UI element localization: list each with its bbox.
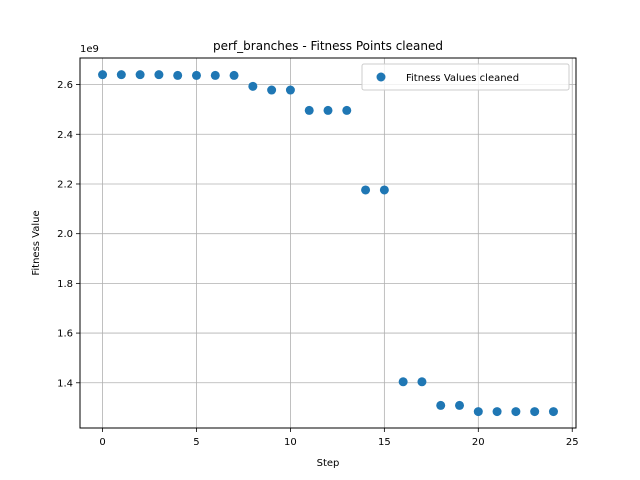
data-point — [455, 400, 465, 410]
data-point — [135, 70, 145, 80]
data-point — [548, 407, 558, 417]
x-tick-label: 20 — [472, 437, 485, 448]
data-point — [342, 105, 352, 115]
legend: Fitness Values cleaned — [361, 63, 570, 91]
y-offset-label: 1e9 — [80, 44, 99, 55]
y-tick-label: 2.0 — [57, 229, 73, 240]
data-point — [285, 85, 295, 95]
x-axis-label: Step — [317, 458, 340, 469]
data-point — [210, 70, 220, 80]
y-tick-label: 1.4 — [57, 378, 73, 389]
data-point — [191, 70, 201, 80]
data-point — [511, 407, 521, 417]
x-tick-label: 15 — [378, 437, 391, 448]
legend-box — [361, 63, 570, 91]
data-point — [379, 185, 389, 195]
data-point — [436, 400, 446, 410]
data-point — [417, 377, 427, 387]
axis-ticks: 0 5 10 15 20 25 1.4 1.6 1.8 2.0 2.2 2.4 2.6 — [57, 80, 579, 448]
x-tick-label: 10 — [284, 437, 297, 448]
plot-frame — [79, 57, 577, 429]
y-axis-label: Fitness Value — [31, 210, 42, 275]
data-points — [98, 70, 558, 417]
data-point — [492, 407, 502, 417]
chart-title: perf_branches - Fitness Points cleaned — [213, 39, 443, 53]
y-tick-label: 2.2 — [57, 179, 73, 190]
data-point — [229, 70, 239, 80]
y-tick-label: 2.4 — [57, 130, 73, 141]
data-point — [323, 105, 333, 115]
legend-marker — [376, 72, 386, 82]
data-point — [473, 407, 483, 417]
x-tick-label: 0 — [99, 437, 105, 448]
x-tick-label: 25 — [566, 437, 579, 448]
data-point — [173, 70, 183, 80]
data-point — [398, 377, 408, 387]
data-point — [304, 105, 314, 115]
data-point — [267, 85, 277, 95]
y-tick-label: 1.6 — [57, 329, 73, 340]
y-tick-label: 1.8 — [57, 279, 73, 290]
data-point — [361, 185, 371, 195]
data-point — [530, 407, 540, 417]
legend-label: Fitness Values cleaned — [406, 73, 519, 84]
data-point — [248, 81, 258, 91]
data-point — [98, 70, 108, 80]
grid-lines — [80, 58, 576, 428]
data-point — [154, 70, 164, 80]
data-point — [116, 70, 126, 80]
x-tick-label: 5 — [193, 437, 199, 448]
y-tick-label: 2.6 — [57, 80, 73, 91]
